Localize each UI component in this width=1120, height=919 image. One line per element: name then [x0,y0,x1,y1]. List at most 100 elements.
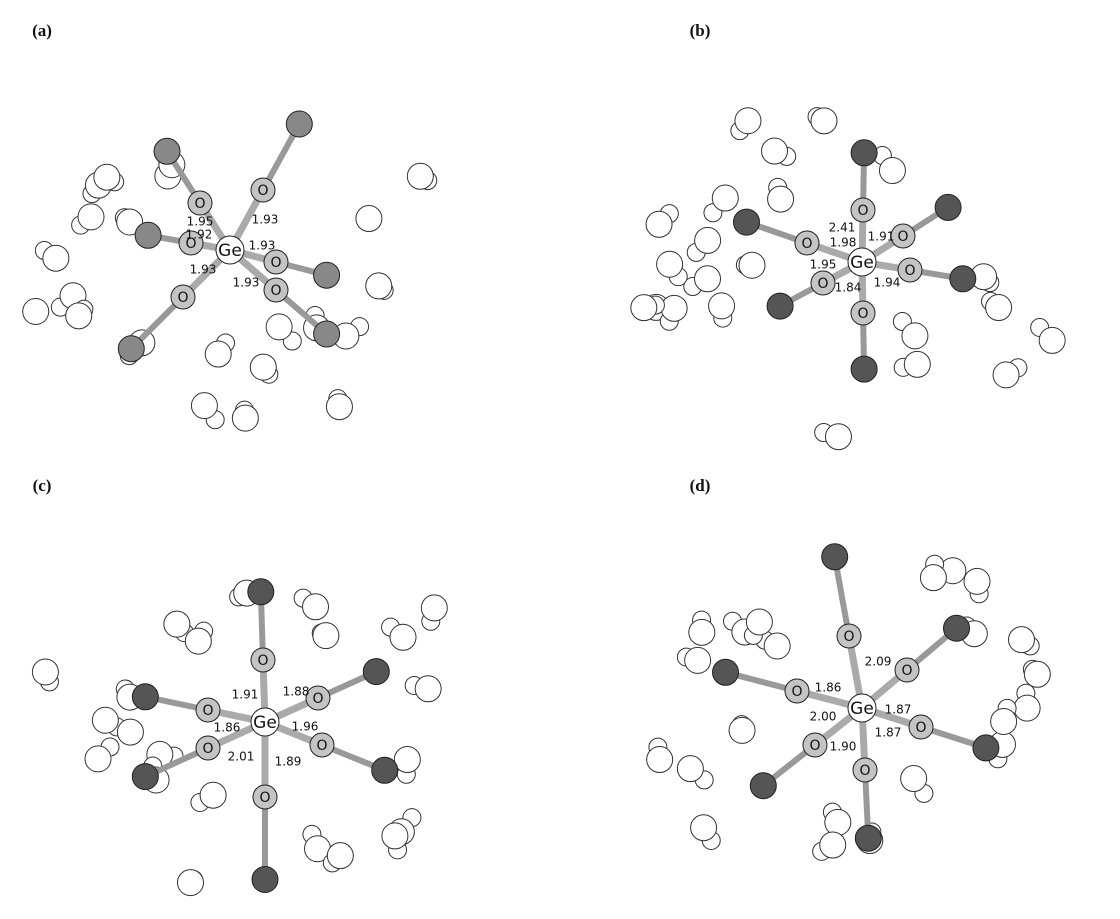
water-oxygen [695,227,721,253]
panel-label: (b) [690,21,711,40]
water-oxygen [825,809,851,835]
water-oxygen [964,568,990,594]
water-oxygen [266,314,292,340]
water-oxygen [390,624,416,650]
oxygen-label: O [859,763,870,779]
carbon [132,764,158,790]
water-oxygen [920,565,946,591]
bond-length: 1.87 [885,703,912,717]
bond-length: 1.89 [275,755,302,769]
water-oxygen [904,351,930,377]
water-oxygen [709,293,735,319]
water-oxygen [646,211,672,237]
oxygen-label: O [857,203,868,219]
oxygen-label: O [270,255,281,271]
water-oxygen [164,611,190,637]
water-oxygen [901,766,927,792]
water-oxygen [313,623,339,649]
oxygen-label: O [257,183,268,199]
bond-length: 2.01 [228,750,255,764]
water-oxygen [1008,627,1034,653]
bond-length: 1.87 [875,726,902,740]
oxygen-label: O [177,290,188,306]
oxygen-label: O [901,663,912,679]
water-oxygen [421,595,447,621]
oxygen-label: O [202,703,213,719]
water-oxygen [691,815,717,841]
water-oxygen [991,708,1017,734]
water-oxygen [200,782,226,808]
bond-length: 1.86 [214,721,241,735]
water-oxygen [735,108,761,134]
oxygen-label: O [817,276,828,292]
carbon [950,266,976,292]
water-oxygen [825,424,851,450]
bond-length: 1.90 [830,740,857,754]
water-oxygen [677,756,703,782]
oxygen-label: O [202,741,213,757]
oxygen-label: O [791,684,802,700]
water-oxygen [689,619,715,645]
germanium-label: Ge [253,713,277,733]
oxygen-label: O [915,720,926,736]
water-oxygen [685,647,711,673]
bond-length: 2.09 [865,655,892,669]
bond-length: 1.98 [830,236,857,250]
bond-length: 1.93 [249,239,276,253]
water-oxygen [327,843,353,869]
germanium-label: Ge [218,241,242,261]
water-oxygen [415,676,441,702]
bond-length: 1.93 [233,276,260,290]
water-oxygen [85,746,111,772]
water-oxygen [986,295,1012,321]
water-oxygen [366,273,392,299]
water-oxygen [185,628,211,654]
panel-label: (a) [32,21,52,40]
carbon [135,222,161,248]
page: {"panels": [ {"label": "(a)", "center": … [0,0,1120,919]
water-oxygen [66,303,92,329]
water-oxygen [326,394,352,420]
carbon [851,356,877,382]
water-oxygen [768,186,794,212]
water-oxygen [695,266,721,292]
carbon [935,194,961,220]
oxygen-label: O [312,691,323,707]
bond-length: 1.91 [232,688,259,702]
oxygen-label: O [194,196,205,212]
carbon [822,544,848,570]
oxygen-label: O [897,229,908,245]
bond-length: 1.93 [252,213,279,227]
oxygen-label: O [809,738,820,754]
water-oxygen [382,823,408,849]
water-oxygen [117,719,143,745]
oxygen-label: O [904,263,915,279]
carbon [132,684,158,710]
panel-label: (d) [690,476,711,495]
water-oxygen [1039,327,1065,353]
water-oxygen [1024,661,1050,687]
carbon [973,735,999,761]
germanium-label: Ge [850,699,874,719]
carbon [363,659,389,685]
water-oxygen [407,163,433,189]
water-oxygen [191,393,217,419]
carbon [713,659,739,685]
water-oxygen [94,164,120,190]
carbon [154,138,180,164]
oxygen-label: O [259,790,270,806]
water-oxygen [661,295,687,321]
bond-length: 1.94 [874,276,901,290]
carbon [286,111,312,137]
water-oxygen [729,717,755,743]
carbon [314,321,340,347]
bond-length: 1.92 [186,228,213,242]
germanium-label: Ge [850,253,874,273]
carbon [372,757,398,783]
water-oxygen [764,633,790,659]
water-oxygen [178,870,204,896]
water-oxygen [78,204,104,230]
oxygen-label: O [257,653,268,669]
